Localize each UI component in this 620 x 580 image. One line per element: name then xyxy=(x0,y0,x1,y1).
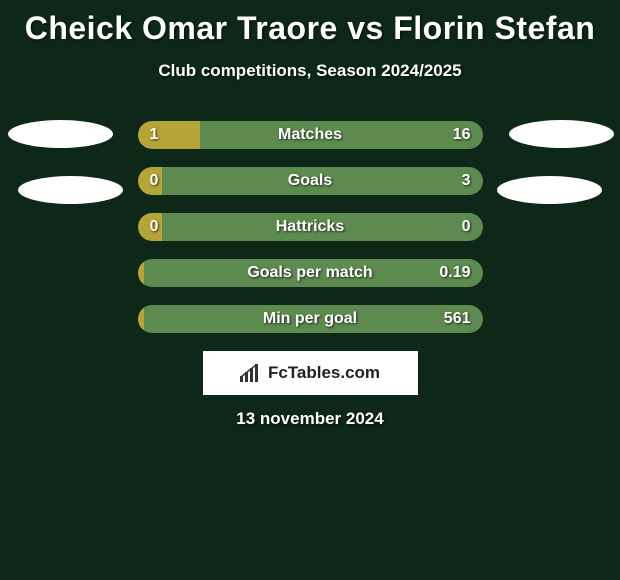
bar-row-min-per-goal: Min per goal 561 xyxy=(138,305,483,333)
bar-value-right: 0 xyxy=(462,213,471,241)
bar-value-right: 561 xyxy=(444,305,471,333)
bar-label: Min per goal xyxy=(138,305,483,333)
bar-label: Goals per match xyxy=(138,259,483,287)
bar-row-matches: 1 Matches 16 xyxy=(138,121,483,149)
bar-label: Goals xyxy=(138,167,483,195)
page-subtitle: Club competitions, Season 2024/2025 xyxy=(0,61,620,81)
bar-chart-icon xyxy=(240,364,262,382)
bar-row-hattricks: 0 Hattricks 0 xyxy=(138,213,483,241)
fctables-logo: FcTables.com xyxy=(203,351,418,395)
bar-value-right: 16 xyxy=(453,121,471,149)
page-title: Cheick Omar Traore vs Florin Stefan xyxy=(0,0,620,47)
bar-row-goals: 0 Goals 3 xyxy=(138,167,483,195)
bar-value-right: 3 xyxy=(462,167,471,195)
logo-text: FcTables.com xyxy=(268,363,380,383)
bar-value-right: 0.19 xyxy=(439,259,470,287)
comparison-bars: 1 Matches 16 0 Goals 3 0 Hattricks 0 Goa… xyxy=(0,121,620,333)
bar-row-goals-per-match: Goals per match 0.19 xyxy=(138,259,483,287)
date-text: 13 november 2024 xyxy=(0,409,620,429)
bar-label: Hattricks xyxy=(138,213,483,241)
bar-label: Matches xyxy=(138,121,483,149)
